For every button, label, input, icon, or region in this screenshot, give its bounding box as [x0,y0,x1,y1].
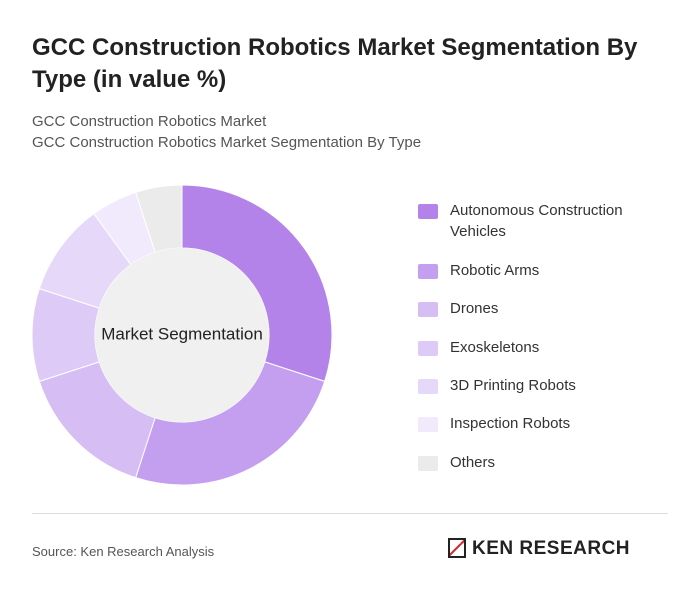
divider [32,513,668,514]
donut-center [95,248,269,422]
logo: KEN RESEARCH [448,538,630,560]
legend-label: Autonomous Construction Vehicles [450,202,623,240]
legend-swatch [418,341,438,356]
legend-label: Inspection Robots [450,415,571,432]
legend-swatch [418,264,438,279]
legend-label: Robotic Arms [450,262,540,279]
subtitle: GCC Construction Robotics Market Segment… [32,134,422,151]
legend-swatch [418,204,438,219]
source: Source: Ken Research Analysis [32,544,215,559]
legend-label: Others [450,454,496,471]
subtitle: GCC Construction Robotics Market [32,113,267,130]
legend-swatch [418,456,438,471]
legend-label: Exoskeletons [450,339,540,356]
center-label: Market Segmentation [101,324,263,343]
chart-title: GCC Construction Robotics Market Segment… [32,34,638,93]
legend-swatch [418,302,438,317]
legend-swatch [418,417,438,432]
legend-label: 3D Printing Robots [450,377,576,394]
logo-text: KEN RESEARCH [472,538,631,559]
donut-chart: Market Segmentation [31,184,333,486]
legend-label: Drones [450,300,499,317]
legend-swatch [418,379,438,394]
